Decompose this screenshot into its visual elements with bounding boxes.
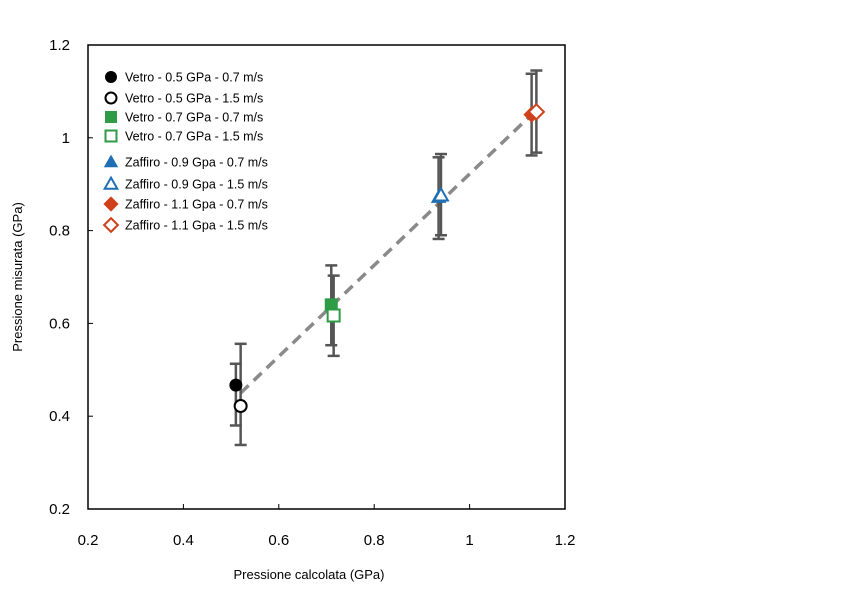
data-point (527, 102, 546, 121)
markers-layer (229, 102, 546, 413)
legend-swatch (103, 196, 119, 212)
error-bars-layer (229, 69, 543, 447)
legend-entry-label: Zaffiro - 0.9 Gpa - 0.7 m/s (125, 156, 268, 170)
legend-swatch (102, 216, 120, 234)
x-axis-label: Pressione calcolata (GPa) (233, 567, 384, 582)
legend-swatch (103, 154, 119, 168)
legend-swatch (104, 91, 118, 105)
data-point (432, 186, 450, 202)
y-tick-label: 1.2 (49, 37, 70, 54)
y-tick-label: 0.8 (49, 223, 70, 240)
y-axis-label: Pressione misurata (GPa) (10, 202, 25, 352)
x-tick-label: 1 (465, 532, 473, 549)
y-tick-label: 1 (62, 130, 70, 147)
trend-layer (239, 113, 533, 395)
legend-swatch (105, 111, 117, 123)
data-point (326, 308, 341, 323)
y-tick-label: 0.6 (49, 315, 70, 332)
legend-entry-label: Zaffiro - 0.9 Gpa - 1.5 m/s (125, 178, 268, 192)
legend: Vetro - 0.5 GPa - 0.7 m/s Vetro - 0.5 GPa… (102, 71, 268, 234)
legend-swatch (102, 175, 120, 190)
legend-entry-label: Vetro - 0.7 GPa - 1.5 m/s (125, 130, 263, 144)
legend-entry-label: Zaffiro - 1.1 Gpa - 0.7 m/s (125, 198, 268, 212)
legend-entry-label: Vetro - 0.5 GPa - 1.5 m/s (125, 92, 263, 106)
data-point (229, 378, 243, 392)
ticks-layer: 0.2 0.4 0.6 0.8 1 1.2 0.2 0.4 0.6 0.8 1 1.2 (49, 37, 575, 549)
trend-line (239, 113, 533, 395)
legend-entry-label: Zaffiro - 1.1 Gpa - 1.5 m/s (125, 219, 268, 233)
legend-swatch (104, 129, 118, 143)
data-point (233, 398, 248, 413)
legend-entry-label: Vetro - 0.5 GPa - 0.7 m/s (125, 71, 263, 85)
legend-entry-label: Vetro - 0.7 GPa - 0.7 m/s (125, 111, 263, 125)
y-tick-label: 0.4 (49, 408, 70, 425)
x-tick-label: 0.6 (268, 532, 289, 549)
plot-area-frame (87, 44, 566, 510)
x-tick-label: 1.2 (555, 532, 576, 549)
y-tick-label: 0.2 (49, 501, 70, 518)
legend-swatch (105, 71, 117, 83)
x-tick-label: 0.4 (173, 532, 194, 549)
x-tick-label: 0.2 (78, 532, 99, 549)
x-tick-label: 0.8 (364, 532, 385, 549)
